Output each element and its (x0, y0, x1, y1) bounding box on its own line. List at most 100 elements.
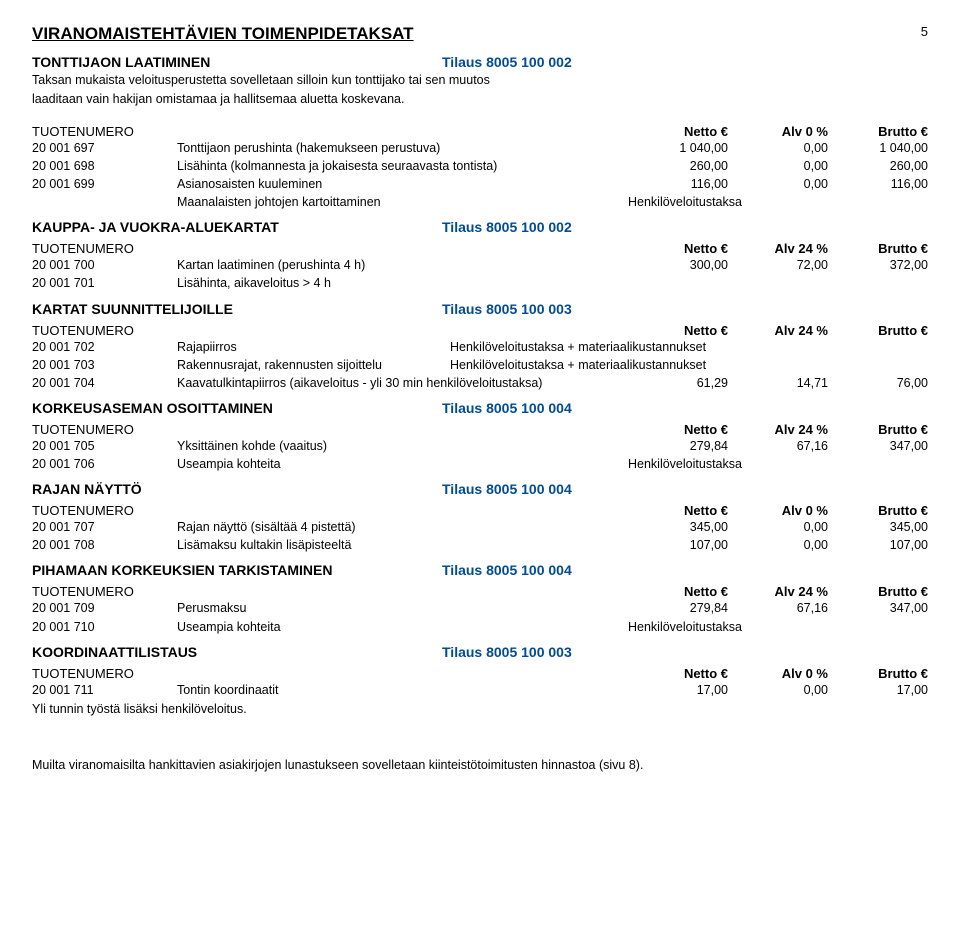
brutto-label: Brutto € (828, 422, 928, 437)
code: 20 001 699 (32, 175, 177, 193)
desc: Rajan näyttö (sisältää 4 pistettä) (177, 518, 628, 536)
section-order: Tilaus 8005 100 004 (442, 562, 572, 578)
text-value: Henkilöveloitustaksa (628, 618, 928, 636)
section-kartat: KARTAT SUUNNITTELIJOILLE Tilaus 8005 100… (32, 301, 928, 392)
net: 61,29 (628, 374, 728, 392)
net: 107,00 (628, 536, 728, 554)
text-value: Henkilöveloitustaksa (628, 193, 928, 211)
alv-label: Alv 0 % (728, 666, 828, 681)
section-order: Tilaus 8005 100 004 (442, 400, 572, 416)
table-row: 20 001 698 Lisähinta (kolmannesta ja jok… (32, 157, 928, 175)
code: 20 001 705 (32, 437, 177, 455)
column-header: TUOTENUMERO Netto € Alv 0 % Brutto € (32, 124, 928, 139)
brut: 116,00 (828, 175, 928, 193)
brut: 17,00 (828, 681, 928, 699)
tuotenumero-label: TUOTENUMERO (32, 666, 177, 681)
section-koordinaatti: KOORDINAATTILISTAUS Tilaus 8005 100 003 … (32, 644, 928, 718)
section-title: TONTTIJAON LAATIMINEN (32, 54, 442, 70)
alv-label: Alv 24 % (728, 584, 828, 599)
table-row: 20 001 704 Kaavatulkintapiirros (aikavel… (32, 374, 928, 392)
column-header: TUOTENUMERO Netto € Alv 24 % Brutto € (32, 241, 928, 256)
code: 20 001 711 (32, 681, 177, 699)
table-row: Maanalaisten johtojen kartoittaminen Hen… (32, 193, 928, 211)
table-row: 20 001 703 Rakennusrajat, rakennusten si… (32, 356, 928, 374)
code: 20 001 710 (32, 618, 177, 636)
page-title-text: VIRANOMAISTEHTÄVIEN TOIMENPIDETAKSAT (32, 24, 414, 43)
table-row: 20 001 700 Kartan laatiminen (perushinta… (32, 256, 928, 274)
desc: Useampia kohteita (177, 618, 628, 636)
section-pihamaan: PIHAMAAN KORKEUKSIEN TARKISTAMINEN Tilau… (32, 562, 928, 635)
desc: Perusmaksu (177, 599, 628, 617)
code: 20 001 704 (32, 374, 177, 392)
netto-label: Netto € (628, 503, 728, 518)
brut: 260,00 (828, 157, 928, 175)
code: 20 001 702 (32, 338, 177, 356)
table-row: 20 001 705 Yksittäinen kohde (vaaitus) 2… (32, 437, 928, 455)
section-order: Tilaus 8005 100 002 (442, 54, 572, 70)
brutto-label: Brutto € (828, 584, 928, 599)
tuotenumero-label: TUOTENUMERO (32, 124, 177, 139)
section-title: KORKEUSASEMAN OSOITTAMINEN (32, 400, 442, 416)
brut: 345,00 (828, 518, 928, 536)
code: 20 001 706 (32, 455, 177, 473)
table-row: 20 001 711 Tontin koordinaatit 17,00 0,0… (32, 681, 928, 699)
alv: 0,00 (728, 157, 828, 175)
netto-label: Netto € (628, 584, 728, 599)
page-number: 5 (921, 24, 928, 39)
desc: Lisähinta (kolmannesta ja jokaisesta seu… (177, 157, 628, 175)
text-value: Henkilöveloitustaksa (628, 455, 928, 473)
desc: Tonttijaon perushinta (hakemukseen perus… (177, 139, 628, 157)
section-title: RAJAN NÄYTTÖ (32, 481, 442, 497)
section-note: laaditaan vain hakijan omistamaa ja hall… (32, 91, 928, 108)
code (32, 193, 177, 211)
table-row: 20 001 710 Useampia kohteita Henkilövelo… (32, 618, 928, 636)
alv: 0,00 (728, 175, 828, 193)
alv: 72,00 (728, 256, 828, 274)
net: 1 040,00 (628, 139, 728, 157)
net: 279,84 (628, 437, 728, 455)
table-row: 20 001 706 Useampia kohteita Henkilövelo… (32, 455, 928, 473)
net: 17,00 (628, 681, 728, 699)
section-tonttijaon: TONTTIJAON LAATIMINEN Tilaus 8005 100 00… (32, 54, 928, 211)
net: 116,00 (628, 175, 728, 193)
brut: 347,00 (828, 437, 928, 455)
alv: 0,00 (728, 536, 828, 554)
table-row: 20 001 702 Rajapiirros Henkilöveloitusta… (32, 338, 928, 356)
section-note: Taksan mukaista veloitusperustetta sovel… (32, 72, 928, 89)
section-title: KOORDINAATTILISTAUS (32, 644, 442, 660)
code: 20 001 698 (32, 157, 177, 175)
tuotenumero-label: TUOTENUMERO (32, 503, 177, 518)
section-kauppa: KAUPPA- JA VUOKRA-ALUEKARTAT Tilaus 8005… (32, 219, 928, 292)
alv-label: Alv 24 % (728, 323, 828, 338)
brutto-label: Brutto € (828, 503, 928, 518)
code: 20 001 709 (32, 599, 177, 617)
column-header: TUOTENUMERO Netto € Alv 0 % Brutto € (32, 666, 928, 681)
table-row: 20 001 701 Lisähinta, aikaveloitus > 4 h (32, 274, 928, 292)
column-header: TUOTENUMERO Netto € Alv 0 % Brutto € (32, 503, 928, 518)
brut: 76,00 (828, 374, 928, 392)
column-header: TUOTENUMERO Netto € Alv 24 % Brutto € (32, 584, 928, 599)
section-note: Yli tunnin työstä lisäksi henkilöveloitu… (32, 701, 928, 718)
netto-label: Netto € (628, 241, 728, 256)
section-title: KARTAT SUUNNITTELIJOILLE (32, 301, 442, 317)
section-order: Tilaus 8005 100 003 (442, 301, 572, 317)
net: 260,00 (628, 157, 728, 175)
desc: Rajapiirros (177, 338, 450, 356)
tuotenumero-label: TUOTENUMERO (32, 323, 177, 338)
code: 20 001 700 (32, 256, 177, 274)
column-header: TUOTENUMERO Netto € Alv 24 % Brutto € (32, 323, 928, 338)
brut: 372,00 (828, 256, 928, 274)
netto-label: Netto € (628, 666, 728, 681)
alv-label: Alv 0 % (728, 124, 828, 139)
net: 300,00 (628, 256, 728, 274)
desc: Maanalaisten johtojen kartoittaminen (177, 193, 628, 211)
code: 20 001 703 (32, 356, 177, 374)
netto-label: Netto € (628, 422, 728, 437)
text-value: Henkilöveloitustaksa + materiaalikustann… (450, 356, 928, 374)
brutto-label: Brutto € (828, 666, 928, 681)
brutto-label: Brutto € (828, 241, 928, 256)
table-row: 20 001 707 Rajan näyttö (sisältää 4 pist… (32, 518, 928, 536)
alv: 67,16 (728, 437, 828, 455)
section-title: PIHAMAAN KORKEUKSIEN TARKISTAMINEN (32, 562, 442, 578)
brutto-label: Brutto € (828, 124, 928, 139)
